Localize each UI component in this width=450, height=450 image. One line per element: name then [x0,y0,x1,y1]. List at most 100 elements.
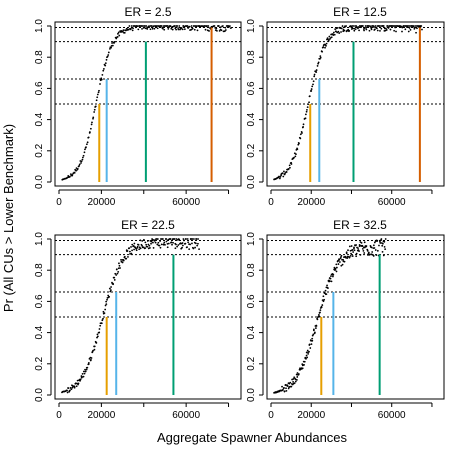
y-tick-label: 0.2 [34,356,45,370]
data-point [66,389,68,392]
data-point [298,142,300,145]
data-point [319,56,322,59]
data-point [414,25,417,27]
panel-title: ER = 22.5 [121,218,175,232]
data-point [163,28,166,31]
data-point [145,243,148,246]
data-point [166,242,169,245]
data-point [172,241,174,244]
data-point [171,28,174,31]
data-point [107,51,110,54]
data-point [294,380,297,383]
data-point [90,357,93,359]
data-point [347,249,349,252]
data-point [104,308,107,311]
data-point [142,26,145,29]
data-point [283,390,286,393]
data-point [301,132,303,134]
data-point [149,28,152,31]
data-point [311,337,314,340]
data-point [228,25,231,27]
data-point [310,90,313,92]
data-point [175,28,178,31]
data-point [92,349,94,352]
data-point [220,29,223,32]
data-point [343,29,346,32]
data-point [278,175,280,178]
y-tick-label: 0.0 [34,388,45,402]
data-point [96,93,99,96]
data-point [355,255,358,258]
data-point [330,36,333,39]
data-point [305,351,308,354]
data-point [85,143,88,146]
x-tick-label: 20000 [87,197,115,208]
panel-er-22-5: ER = 22.5 0 20000 60000 0.0 0.2 0.4 0.6 0.8 1.0 [34,218,242,421]
data-point [296,376,299,378]
data-point [376,249,379,252]
data-point [147,243,150,246]
data-point [149,247,151,249]
data-point [167,242,170,245]
data-point [327,39,330,42]
x-tick-label: 0 [56,197,62,208]
data-point [119,267,121,269]
data-point [70,388,73,391]
data-point [130,246,132,248]
data-point [181,244,184,247]
data-point [75,169,77,172]
data-point [183,239,185,242]
data-point [351,249,354,251]
data-point [167,27,170,30]
data-point [178,238,181,241]
data-point [373,247,376,249]
data-point [104,64,107,67]
data-point [393,29,396,32]
data-point [141,27,143,30]
data-point [407,30,410,33]
data-point [308,343,311,346]
data-point [353,246,355,249]
data-point [198,248,200,250]
y-tick-label: 0.2 [246,356,257,370]
data-point [278,177,281,180]
data-point [107,294,110,297]
data-point [146,245,149,248]
data-point [116,36,119,38]
y-tick-label: 0.6 [246,294,257,308]
data-point [121,261,124,264]
data-point [369,25,372,28]
data-point [130,25,133,27]
data-point [325,44,327,47]
data-point [375,254,378,256]
data-point [328,35,331,38]
data-point [125,257,128,260]
data-point [178,25,181,27]
data-point [84,148,86,151]
data-point [401,30,403,33]
data-point [166,25,169,27]
data-point [148,244,151,247]
data-point [127,256,129,258]
data-point [338,258,341,261]
data-point [131,243,134,246]
data-point [384,248,387,251]
data-point [98,328,101,330]
data-point [293,376,296,379]
data-point [301,367,304,370]
data-point [357,247,359,249]
data-point [327,287,329,290]
data-point [139,239,142,242]
data-point [394,26,396,29]
data-point [122,29,125,31]
data-point [311,85,314,88]
data-point [117,267,120,270]
data-point [379,29,381,32]
data-point [319,55,322,58]
data-point [329,277,332,280]
data-point [307,352,310,355]
data-point [99,83,101,85]
data-point [314,331,316,334]
data-point [408,27,411,29]
data-point [216,30,218,32]
